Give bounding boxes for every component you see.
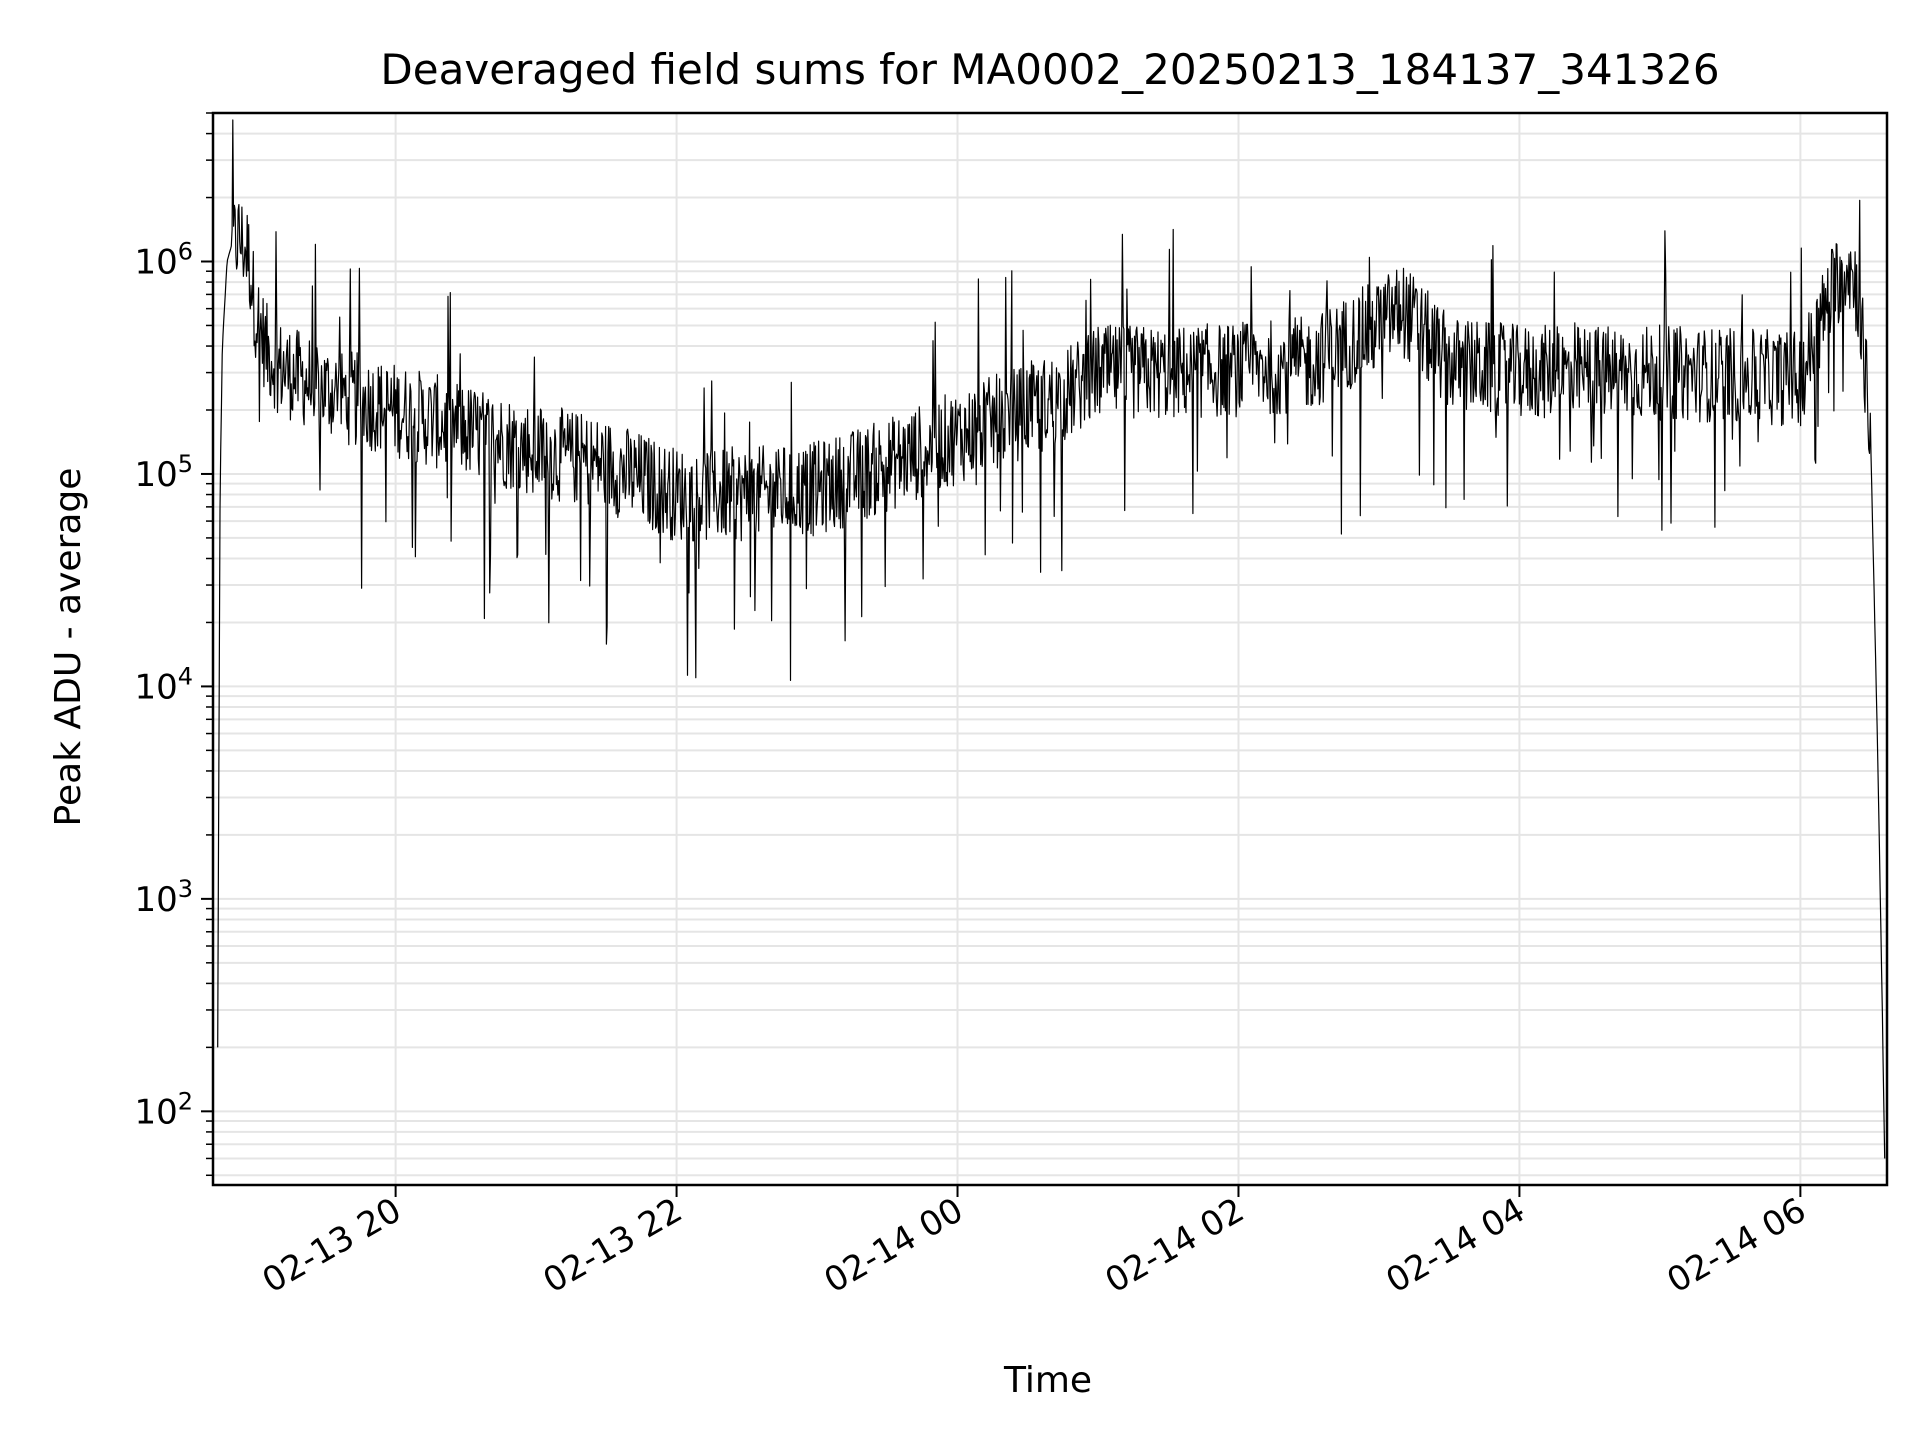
x-tick-label: 02-14 00 xyxy=(818,1190,970,1301)
x-tick-label: 02-14 06 xyxy=(1660,1190,1812,1301)
x-tick-label: 02-14 04 xyxy=(1380,1190,1532,1301)
x-tick-label: 02-13 20 xyxy=(256,1190,408,1301)
x-axis-label: Time xyxy=(1003,1360,1092,1401)
plot-frame xyxy=(211,111,1889,1187)
y-tick-label: 104 xyxy=(134,662,193,707)
series-line xyxy=(217,119,1886,1159)
x-tick-label: 02-14 02 xyxy=(1099,1190,1251,1301)
y-tick-label: 105 xyxy=(134,450,193,495)
y-tick-label: 102 xyxy=(134,1087,193,1132)
series-layer xyxy=(217,119,1886,1159)
x-tick-label: 02-13 22 xyxy=(537,1190,689,1301)
y-tick-label: 106 xyxy=(134,238,193,283)
y-axis-label: Peak ADU - average xyxy=(48,468,89,827)
chart-title: Deaveraged field sums for MA0002_2025021… xyxy=(380,45,1719,94)
grid xyxy=(213,112,1887,1185)
y-tick-label: 103 xyxy=(134,875,193,920)
